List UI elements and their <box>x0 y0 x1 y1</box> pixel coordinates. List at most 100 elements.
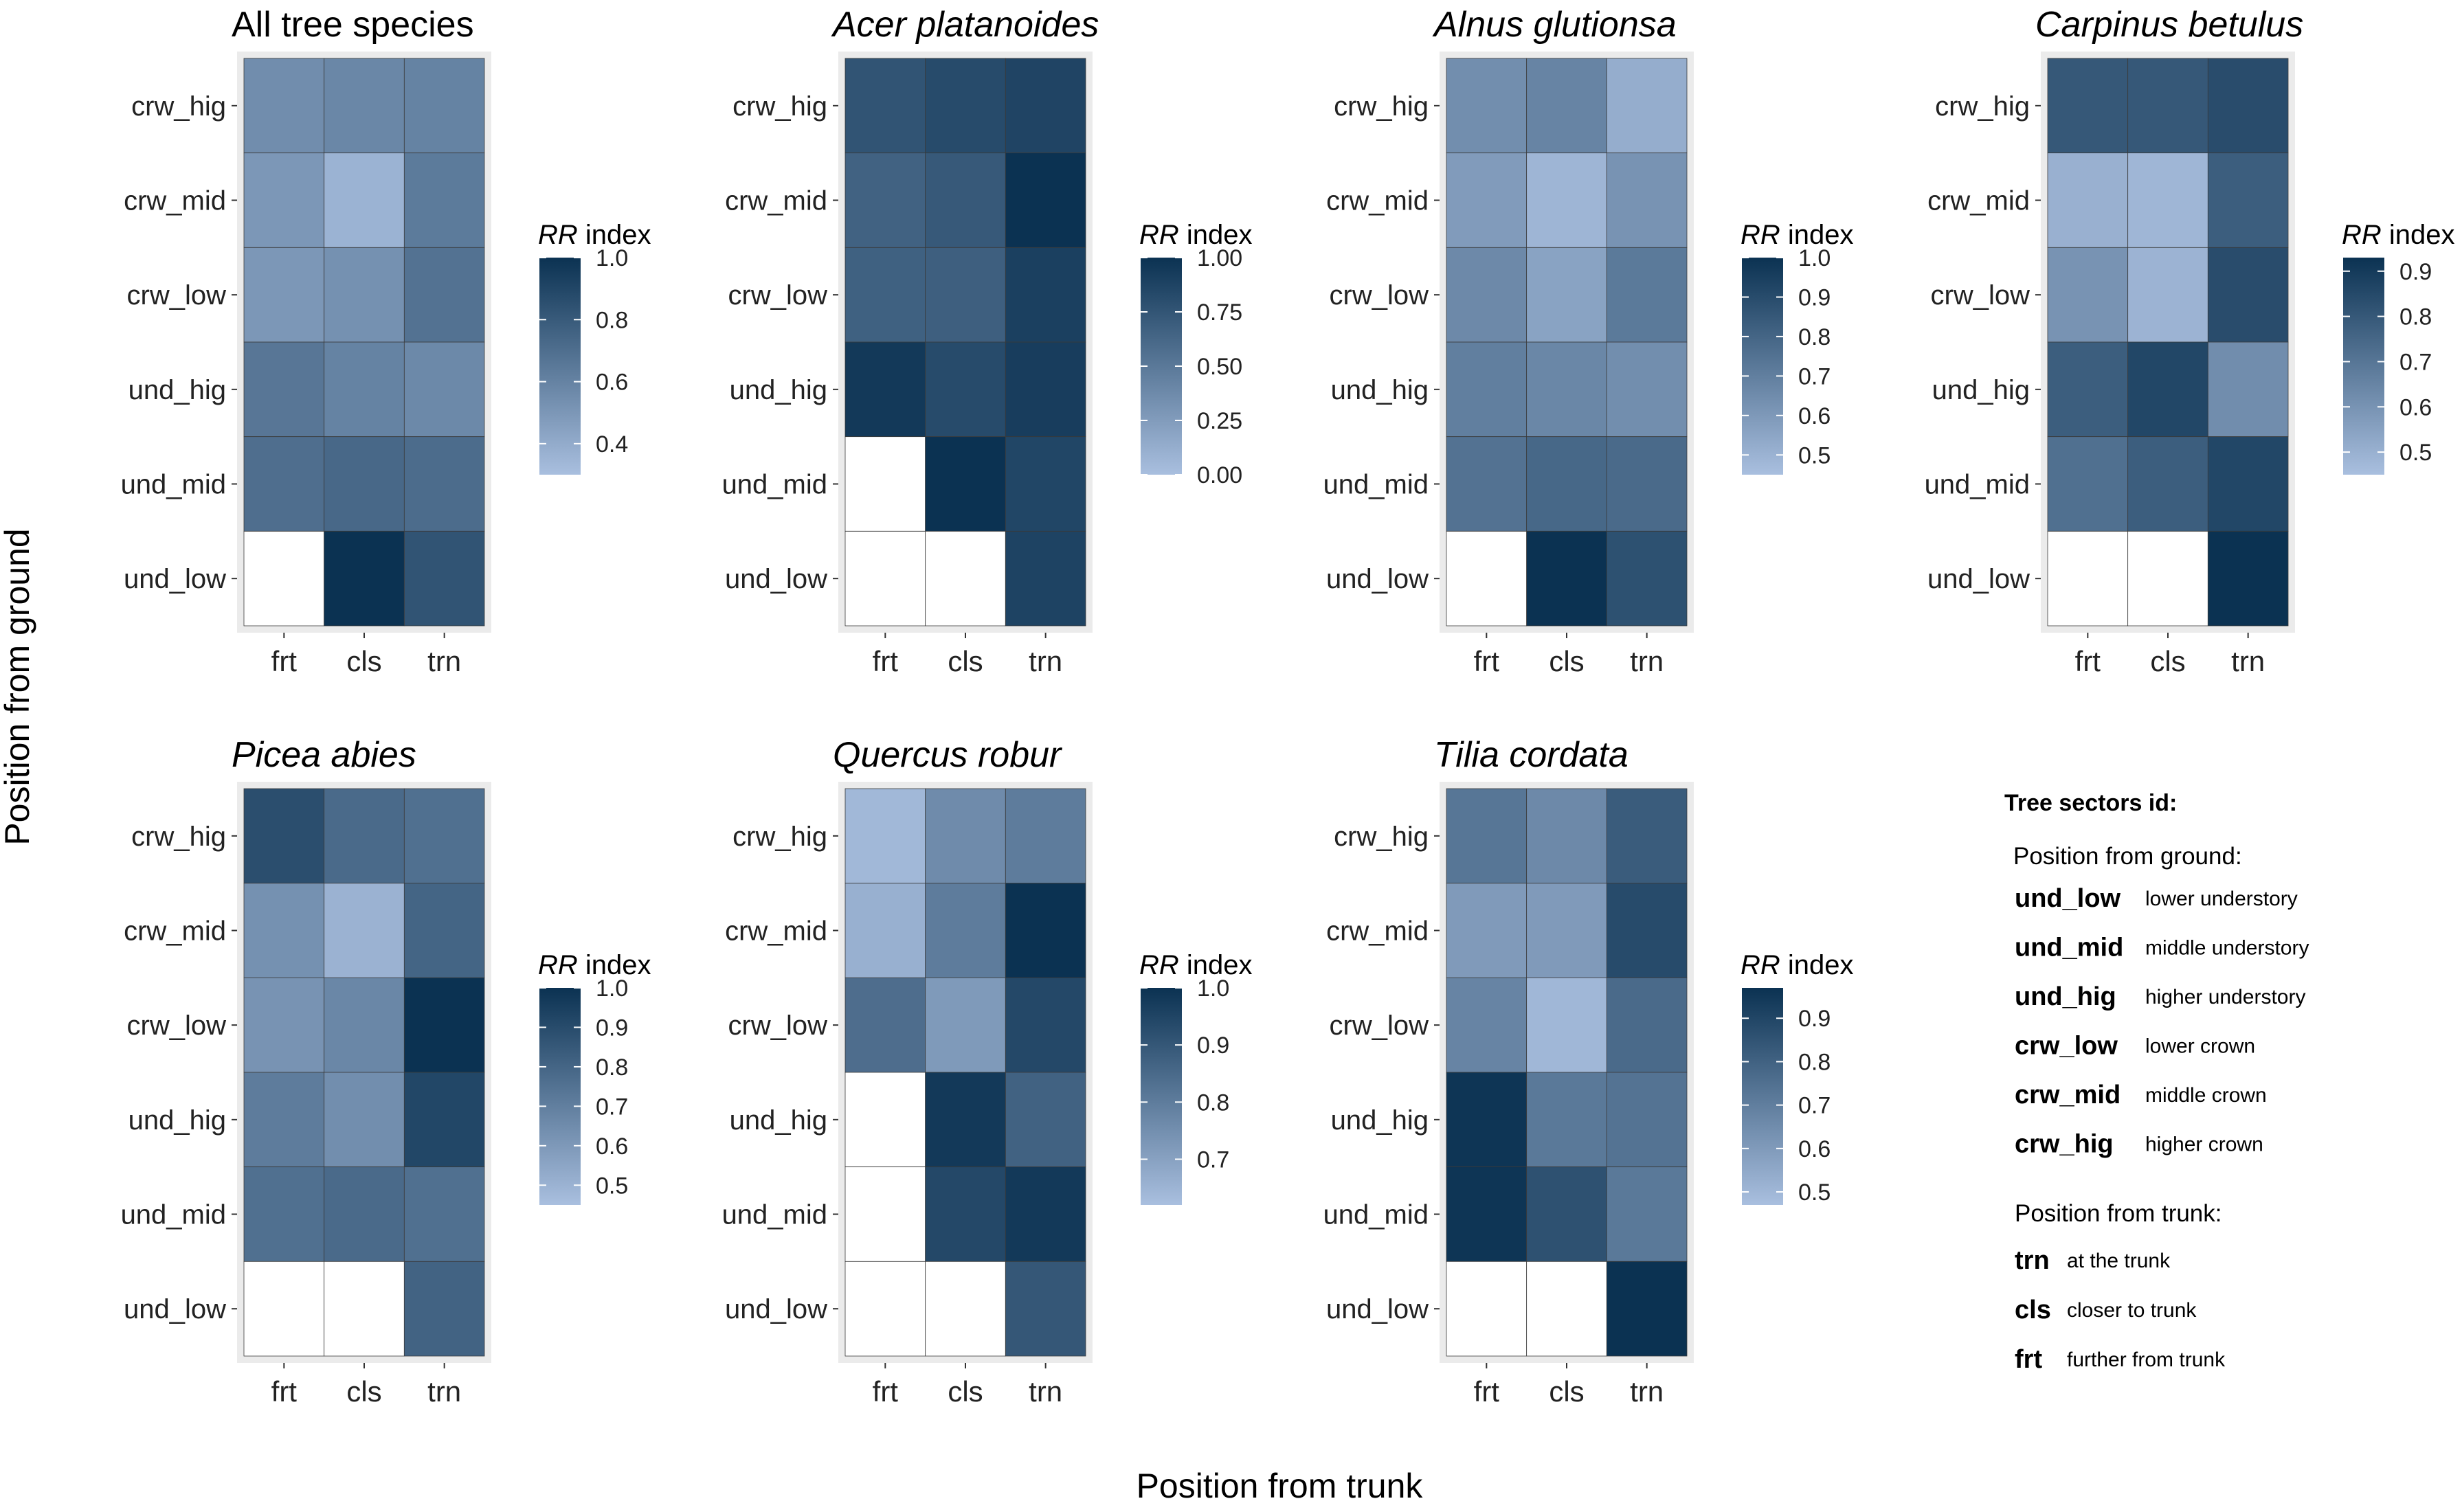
y-tick-label: crw_hig <box>1935 91 2030 122</box>
x-tick-label: trn <box>427 645 461 677</box>
heatmap-panel: Quercus robur crw_hig crw_mid crw_low und_hi… <box>722 735 1253 1408</box>
heatmap-cell <box>1005 788 1086 884</box>
heatmap-cell <box>1526 153 1607 248</box>
heatmap-cell <box>844 436 926 532</box>
heatmap-cell <box>324 1072 405 1168</box>
y-tick-label: crw_low <box>127 1011 227 1041</box>
legend-colorbar <box>1742 988 1783 1205</box>
panel-title: Picea abies <box>232 735 416 775</box>
heatmap-cell <box>1606 1072 1688 1168</box>
heatmap-cell <box>1005 977 1086 1073</box>
heatmap-cell <box>844 530 926 627</box>
y-tick-label: und_low <box>1326 1294 1429 1324</box>
legend-break-label: 1.0 <box>1197 975 1229 1002</box>
panels: All tree speciescrw_higcrw_midcrw_lowund… <box>121 5 2455 1408</box>
heatmap-cell <box>2127 247 2208 343</box>
legend-break-label: 0.8 <box>1798 324 1831 350</box>
y-tick-label: und_mid <box>722 1200 827 1230</box>
heatmap-cell <box>403 1261 485 1357</box>
legend-title: RR index <box>1139 950 1253 980</box>
y-tick-label: crw_mid <box>1927 186 2030 216</box>
heatmap-cell <box>403 883 485 978</box>
heatmap-cell <box>844 788 926 884</box>
heatmap-cell <box>324 341 405 438</box>
legend-break-label: 0.8 <box>2399 304 2432 330</box>
legend-break-label: 1.00 <box>1197 245 1242 271</box>
heatmap-cell <box>403 153 485 248</box>
heatmap-cell <box>403 341 485 438</box>
heatmap-cell <box>1526 58 1607 154</box>
legend-break-label: 0.7 <box>596 1094 628 1120</box>
heatmap-cell <box>1005 436 1086 532</box>
legend-break-label: 0.9 <box>1197 1033 1229 1059</box>
legend-title: RR index <box>538 950 651 980</box>
heatmap-cell <box>1005 153 1086 248</box>
heatmap-cell <box>403 1166 485 1262</box>
legend-break-label: 0.50 <box>1197 354 1242 380</box>
heatmap-cell <box>243 1261 325 1357</box>
legend-break-label: 0.25 <box>1197 408 1242 434</box>
heatmap-cell <box>1005 1072 1086 1168</box>
key-ground-desc: lower understory <box>2145 888 2298 910</box>
key-title: Tree sectors id: <box>2004 790 2177 816</box>
heatmap-cell <box>243 436 325 532</box>
x-tick-label: frt <box>2075 645 2101 677</box>
heatmap-cell <box>1446 153 1527 248</box>
legend-title: RR index <box>1139 220 1253 250</box>
x-tick-label: cls <box>2150 645 2185 677</box>
key-trunk-heading: Position from trunk: <box>2015 1200 2222 1227</box>
x-tick-label: trn <box>1630 1375 1664 1408</box>
heatmap-cell <box>1526 341 1607 438</box>
y-tick-label: crw_low <box>728 280 828 311</box>
sector-key: Tree sectors id: Position from ground: P… <box>2004 790 2309 1374</box>
heatmap-cell <box>1446 1261 1527 1357</box>
heatmap-cell <box>1606 1261 1688 1357</box>
heatmap-cell <box>844 1261 926 1357</box>
key-ground-code: crw_hig <box>2015 1130 2114 1159</box>
x-tick-label: trn <box>427 1375 461 1408</box>
legend-break-label: 0.9 <box>596 1015 628 1041</box>
heatmap-cell <box>925 247 1006 343</box>
legend-break-label: 0.8 <box>1197 1090 1229 1116</box>
legend-break-label: 0.8 <box>596 1054 628 1081</box>
heatmap-cell <box>844 153 926 248</box>
heatmap-cell <box>925 977 1006 1073</box>
legend-break-label: 0.5 <box>596 1173 628 1199</box>
heatmap-cell <box>324 1261 405 1357</box>
heatmap-cell <box>1526 977 1607 1073</box>
heatmap-cell <box>2047 530 2129 627</box>
x-tick-label: trn <box>1029 1375 1062 1408</box>
legend-break-label: 0.6 <box>596 1133 628 1160</box>
heatmap-cell <box>1446 341 1527 438</box>
heatmap-cell <box>2127 341 2208 438</box>
heatmap-cell <box>844 341 926 438</box>
y-tick-label: und_mid <box>121 1200 226 1230</box>
heatmap-cell <box>1005 247 1086 343</box>
key-trunk-code: frt <box>2015 1345 2042 1374</box>
heatmap-cell <box>1606 58 1688 154</box>
y-tick-label: crw_mid <box>124 186 226 216</box>
y-tick-label: crw_low <box>1330 1011 1429 1041</box>
heatmap-cell <box>243 977 325 1073</box>
heatmap-cell <box>1606 436 1688 532</box>
y-tick-label: und_hig <box>1331 1105 1429 1136</box>
heatmap-cell <box>1526 1072 1607 1168</box>
heatmap-cell <box>925 341 1006 438</box>
x-tick-label: cls <box>948 645 983 677</box>
x-tick-label: cls <box>1549 1375 1584 1408</box>
heatmap-cell <box>1005 530 1086 627</box>
x-tick-label: trn <box>1630 645 1664 677</box>
legend-break-label: 1.0 <box>596 975 628 1002</box>
y-tick-label: crw_hig <box>1334 822 1429 852</box>
heatmap-cell <box>1005 883 1086 978</box>
heatmap-cell <box>1606 1166 1688 1262</box>
y-tick-label: und_hig <box>128 1105 226 1136</box>
heatmap-cell <box>2047 58 2129 154</box>
key-trunk-code: trn <box>2015 1246 2050 1275</box>
legend-title: RR index <box>538 220 651 250</box>
heatmap-cell <box>243 58 325 154</box>
y-tick-label: und_mid <box>1323 1200 1429 1230</box>
heatmap-cell <box>324 436 405 532</box>
legend-break-label: 0.00 <box>1197 462 1242 488</box>
